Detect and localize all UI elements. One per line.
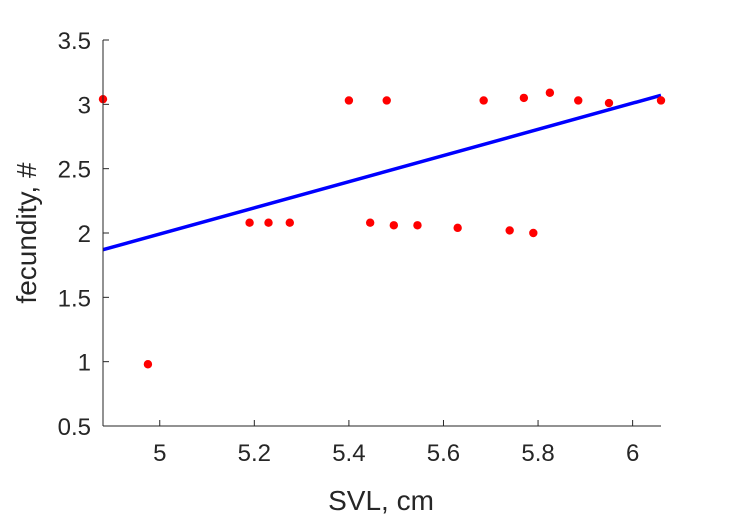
data-point	[245, 218, 254, 227]
x-tick-label: 5.2	[238, 440, 271, 467]
data-point	[365, 218, 375, 227]
y-tick-label: 2	[78, 221, 91, 248]
data-point	[285, 218, 294, 227]
y-tick-label: 1	[78, 350, 91, 377]
x-axis: 5 5.2 5.4 5.6 5.8 6	[103, 420, 661, 467]
data-point	[529, 228, 538, 238]
data-point	[389, 221, 399, 230]
data-point	[382, 96, 391, 105]
y-axis: 0.5 1 1.5 2 2.5 3 3.5	[58, 28, 109, 441]
data-point	[264, 218, 273, 227]
y-tick-label: 3.5	[58, 28, 91, 55]
y-tick-label: 0.5	[58, 414, 91, 441]
y-tick-label: 1.5	[58, 285, 91, 312]
x-axis-label: SVL, cm	[328, 485, 434, 516]
fit-line	[102, 93, 662, 252]
x-tick-label: 5.6	[427, 440, 460, 467]
x-tick-label: 6	[626, 440, 639, 467]
data-point	[413, 221, 422, 230]
y-tick-label: 3	[78, 92, 91, 119]
data-point	[574, 96, 583, 105]
y-tick-label: 2.5	[58, 157, 91, 184]
data-point	[505, 226, 514, 235]
data-point	[519, 93, 529, 103]
x-tick-label: 5	[153, 440, 166, 467]
plot-area	[98, 88, 666, 369]
data-point	[453, 223, 462, 233]
data-point	[656, 96, 666, 105]
y-axis-label: fecundity, #	[11, 162, 42, 304]
data-point	[143, 360, 153, 369]
data-point	[344, 96, 354, 105]
data-point	[545, 88, 555, 97]
x-tick-label: 5.4	[332, 440, 365, 467]
data-point	[604, 98, 614, 108]
x-tick-label: 5.8	[521, 440, 554, 467]
data-point	[479, 96, 488, 105]
